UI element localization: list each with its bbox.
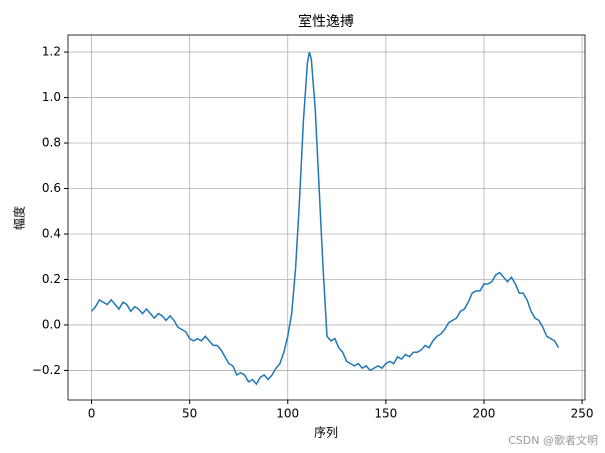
y-tick-label: 0.0 [42, 317, 61, 331]
plot-frame [67, 34, 586, 401]
x-tick-label: 0 [88, 407, 96, 421]
y-axis-label: 幅度 [12, 206, 27, 230]
x-axis-label: 序列 [314, 425, 338, 440]
y-tick-label: 0.6 [42, 181, 61, 195]
y-tick-label: −0.2 [32, 363, 61, 377]
y-tick-label: 1.2 [42, 45, 61, 59]
y-tick-label: 0.8 [42, 136, 61, 150]
watermark: CSDN @歌者文明 [508, 433, 598, 447]
x-tick-label: 50 [182, 407, 197, 421]
x-tick-label: 100 [276, 407, 299, 421]
x-tick-label: 250 [571, 407, 594, 421]
line [90, 51, 560, 386]
chart-title: 室性逸搏 [298, 13, 354, 30]
y-tick-label: 0.2 [42, 272, 61, 286]
x-tick-label: 150 [374, 407, 397, 421]
x-tick-label: 200 [473, 407, 496, 421]
y-tick-label: 1.0 [42, 90, 61, 104]
y-tick-label: 0.4 [42, 226, 61, 240]
